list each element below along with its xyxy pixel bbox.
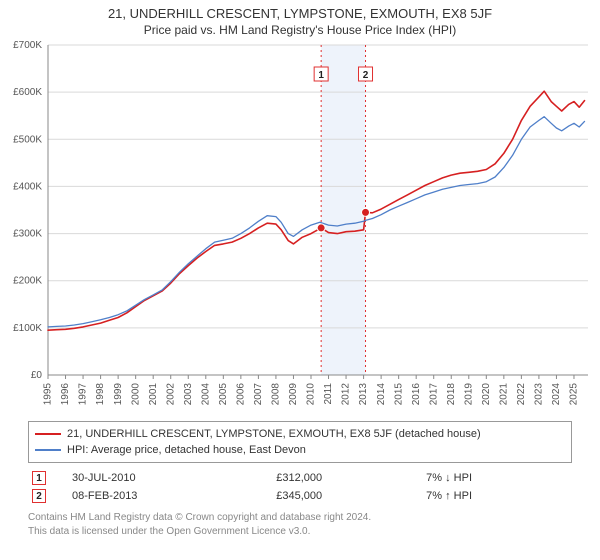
legend-label: 21, UNDERHILL CRESCENT, LYMPSTONE, EXMOU… — [67, 426, 481, 442]
credits: Contains HM Land Registry data © Crown c… — [28, 511, 572, 538]
svg-text:2005: 2005 — [218, 383, 229, 406]
svg-text:£500K: £500K — [13, 134, 42, 145]
svg-text:1996: 1996 — [60, 383, 71, 406]
svg-text:2004: 2004 — [200, 383, 211, 406]
svg-text:£0: £0 — [31, 370, 43, 381]
svg-text:£300K: £300K — [13, 229, 42, 240]
svg-text:1: 1 — [318, 70, 324, 81]
event-marker-icon: 2 — [32, 489, 46, 503]
svg-text:2000: 2000 — [130, 383, 141, 406]
event-delta: 7% ↓ HPI — [422, 469, 572, 487]
svg-text:2: 2 — [363, 70, 369, 81]
svg-text:2024: 2024 — [551, 383, 562, 406]
chart-svg: £0 £100K £200K £300K £400K £500K £600K £700K 199… — [0, 37, 600, 417]
svg-text:2011: 2011 — [323, 383, 334, 405]
svg-text:2010: 2010 — [306, 383, 317, 406]
events-table: 1 30-JUL-2010£312,0007% ↓ HPI 2 08-FEB-2013… — [28, 469, 572, 505]
svg-text:2001: 2001 — [148, 383, 159, 406]
svg-text:2013: 2013 — [358, 383, 369, 406]
event-date: 08-FEB-2013 — [68, 487, 272, 505]
svg-text:£400K: £400K — [13, 181, 42, 192]
legend-swatch — [35, 449, 61, 451]
svg-text:2016: 2016 — [411, 383, 422, 406]
svg-text:1999: 1999 — [113, 383, 124, 406]
svg-text:£600K: £600K — [13, 87, 42, 98]
svg-text:2009: 2009 — [288, 383, 299, 406]
svg-text:2015: 2015 — [393, 383, 404, 406]
legend-item-property: 21, UNDERHILL CRESCENT, LYMPSTONE, EXMOU… — [35, 426, 565, 442]
credit-line: This data is licensed under the Open Gov… — [28, 525, 572, 539]
page-title: 21, UNDERHILL CRESCENT, LYMPSTONE, EXMOU… — [0, 6, 600, 21]
svg-text:2002: 2002 — [165, 383, 176, 406]
svg-text:2008: 2008 — [271, 383, 282, 406]
svg-text:2014: 2014 — [376, 383, 387, 406]
svg-text:£700K: £700K — [13, 40, 42, 51]
legend-item-hpi: HPI: Average price, detached house, East… — [35, 442, 565, 458]
svg-text:2020: 2020 — [481, 383, 492, 406]
svg-text:2023: 2023 — [534, 383, 545, 406]
svg-text:£100K: £100K — [13, 323, 42, 334]
svg-text:£200K: £200K — [13, 276, 42, 287]
credit-line: Contains HM Land Registry data © Crown c… — [28, 511, 572, 525]
event-price: £345,000 — [272, 487, 422, 505]
svg-text:2012: 2012 — [341, 383, 352, 406]
event-date: 30-JUL-2010 — [68, 469, 272, 487]
svg-text:2025: 2025 — [569, 383, 580, 406]
event-row: 2 08-FEB-2013£345,0007% ↑ HPI — [28, 487, 572, 505]
svg-text:2021: 2021 — [498, 383, 509, 406]
page-subtitle: Price paid vs. HM Land Registry's House … — [0, 23, 600, 37]
price-chart: £0 £100K £200K £300K £400K £500K £600K £700K 199… — [0, 37, 600, 417]
svg-text:2022: 2022 — [516, 383, 527, 406]
svg-text:2018: 2018 — [446, 383, 457, 406]
svg-text:2019: 2019 — [463, 383, 474, 406]
svg-text:1997: 1997 — [78, 383, 89, 406]
svg-text:1998: 1998 — [95, 383, 106, 406]
event-row: 1 30-JUL-2010£312,0007% ↓ HPI — [28, 469, 572, 487]
svg-text:2007: 2007 — [253, 383, 264, 406]
svg-text:1995: 1995 — [43, 383, 54, 406]
legend-label: HPI: Average price, detached house, East… — [67, 442, 306, 458]
svg-text:2003: 2003 — [183, 383, 194, 406]
event-delta: 7% ↑ HPI — [422, 487, 572, 505]
svg-text:2017: 2017 — [428, 383, 439, 406]
legend-swatch — [35, 433, 61, 435]
legend: 21, UNDERHILL CRESCENT, LYMPSTONE, EXMOU… — [28, 421, 572, 463]
event-marker-icon: 1 — [32, 471, 46, 485]
svg-text:2006: 2006 — [235, 383, 246, 406]
event-price: £312,000 — [272, 469, 422, 487]
